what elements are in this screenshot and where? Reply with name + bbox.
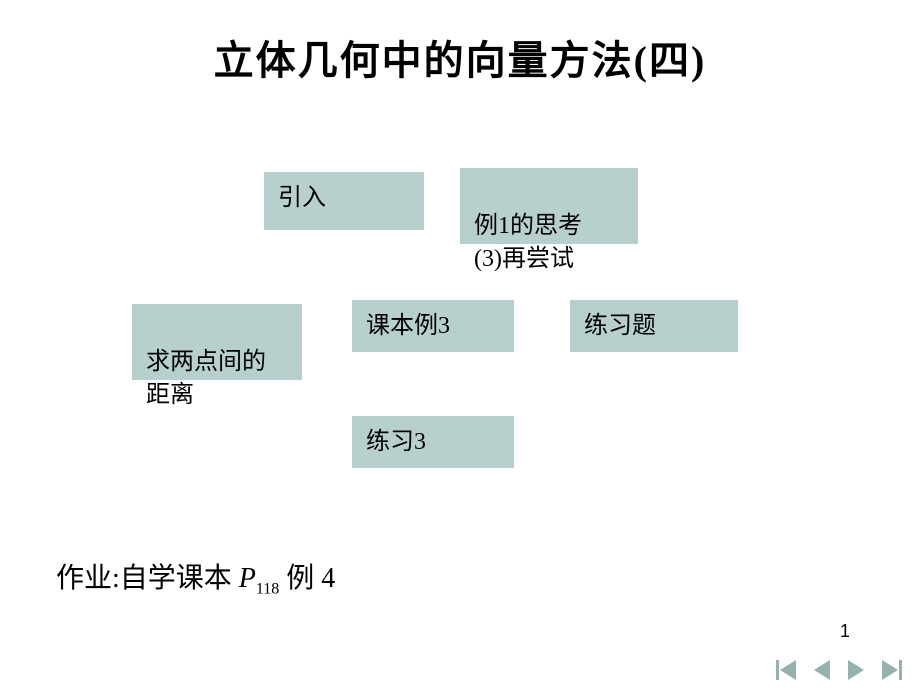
last-slide-button[interactable] (882, 660, 898, 680)
box-practice-problems[interactable]: 练习题 (570, 300, 738, 352)
box-book3-label: 课本例3 (366, 313, 450, 339)
homework-suffix: 例 4 (279, 563, 335, 594)
box-two-point-distance[interactable]: 求两点间的 距离 (132, 304, 302, 380)
homework-p-var: P (239, 563, 256, 594)
page-title: 立体几何中的向量方法(四) (0, 0, 920, 86)
first-slide-button[interactable] (780, 660, 796, 680)
homework-prefix: 作业:自学课本 (56, 563, 239, 594)
box-intro[interactable]: 引入 (264, 172, 424, 230)
box-example1-label: 例1的思考 (3)再尝试 (474, 213, 582, 271)
box-practice3-label: 练习3 (366, 429, 426, 455)
page-number: 1 (840, 621, 850, 642)
slide-nav (780, 660, 898, 680)
next-slide-button[interactable] (848, 660, 864, 680)
box-practice3[interactable]: 练习3 (352, 416, 514, 468)
homework-text: 作业:自学课本 P118 例 4 (56, 556, 335, 599)
box-distance-label: 求两点间的 距离 (146, 349, 266, 407)
box-intro-label: 引入 (278, 185, 326, 211)
prev-slide-button[interactable] (814, 660, 830, 680)
homework-subscript: 118 (256, 581, 279, 598)
box-textbook-example3[interactable]: 课本例3 (352, 300, 514, 352)
box-practice-label: 练习题 (584, 313, 656, 339)
box-example1-retry[interactable]: 例1的思考 (3)再尝试 (460, 168, 638, 244)
